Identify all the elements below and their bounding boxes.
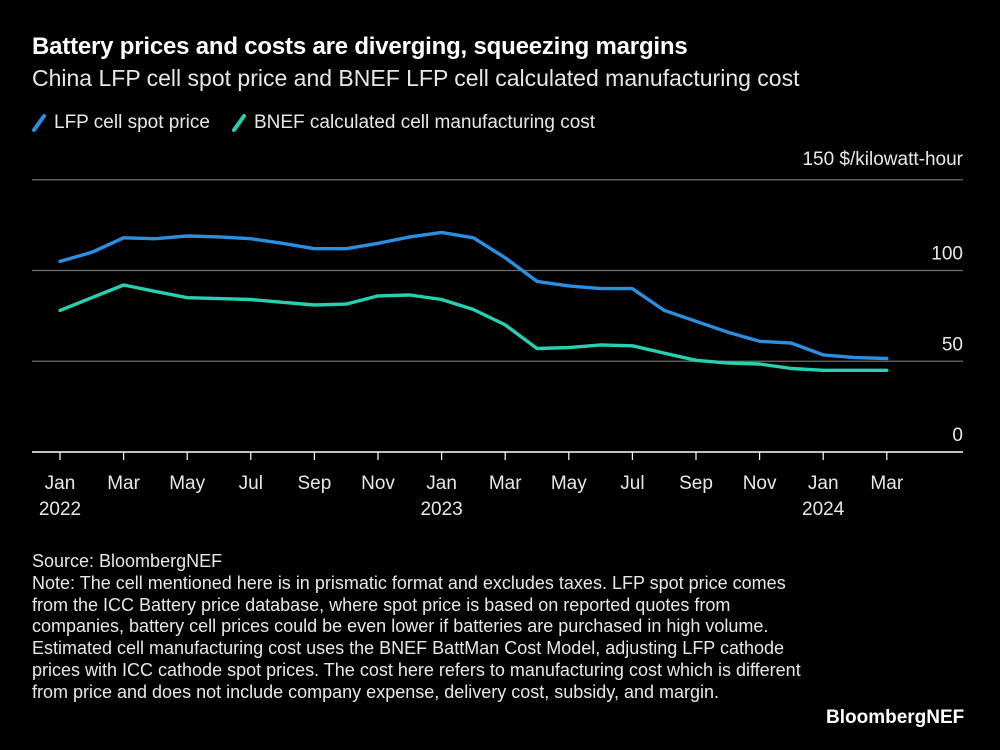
legend-swatch-spot-price [32, 114, 46, 132]
x-tick-label: Mar [489, 473, 522, 494]
year-labels: 2022 2023 2024 [39, 499, 845, 520]
series-line-manufacturing-cost [58, 283, 889, 372]
legend-label-spot-price: LFP cell spot price [54, 112, 210, 133]
y-tick-label-50: 50 [942, 334, 963, 355]
line-chart: 0 50 100 150 $/kilowatt-hour Jan Mar May Jul S… [32, 149, 964, 520]
y-tick-label-0: 0 [952, 425, 963, 446]
year-label-2022: 2022 [39, 499, 81, 520]
year-label-2023: 2023 [420, 499, 462, 520]
x-tick-label: Jan [808, 473, 839, 494]
x-tick-label: Nov [743, 473, 777, 494]
x-tick-label: May [169, 473, 205, 494]
y-axis-unit-label: 150 $/kilowatt-hour [802, 149, 963, 170]
x-tick-label: Mar [107, 473, 140, 494]
legend-swatch-manufacturing-cost [231, 114, 246, 132]
chart-title: Battery prices and costs are diverging, … [32, 33, 688, 60]
source-text: Source: BloombergNEF [32, 551, 223, 571]
x-tick-label: Jul [239, 473, 263, 494]
gridlines [32, 179, 963, 453]
x-tick-label: Sep [297, 473, 331, 494]
x-tick-label: Jul [620, 473, 644, 494]
y-tick-labels: 0 50 100 [931, 244, 963, 447]
x-tick-label: May [551, 473, 587, 494]
legend-item-spot-price: LFP cell spot price [32, 112, 210, 134]
year-label-2024: 2024 [802, 499, 845, 520]
x-tick-label: Nov [361, 473, 395, 494]
series-line-spot-price [58, 230, 889, 361]
legend-item-manufacturing-cost: BNEF calculated cell manufacturing cost [231, 112, 596, 134]
x-tick-label: Sep [679, 473, 713, 494]
note-text: Note: The cell mentioned here is in pris… [32, 573, 801, 702]
x-tick-label: Jan [426, 473, 457, 494]
legend-label-manufacturing-cost: BNEF calculated cell manufacturing cost [253, 112, 596, 133]
series-lines [58, 230, 889, 372]
x-tick-label: Jan [45, 473, 76, 494]
brand-logo-text: BloombergNEF [826, 707, 965, 728]
x-tick-marks [59, 452, 888, 460]
chart-subtitle: China LFP cell spot price and BNEF LFP c… [32, 65, 800, 91]
x-tick-label: Mar [870, 473, 903, 494]
y-tick-label-100: 100 [931, 244, 963, 265]
chart-legend: LFP cell spot price BNEF calculated cell… [32, 112, 617, 134]
x-tick-labels: Jan Mar May Jul Sep Nov Jan Mar May Jul Sep Nov Jan M… [45, 473, 904, 494]
